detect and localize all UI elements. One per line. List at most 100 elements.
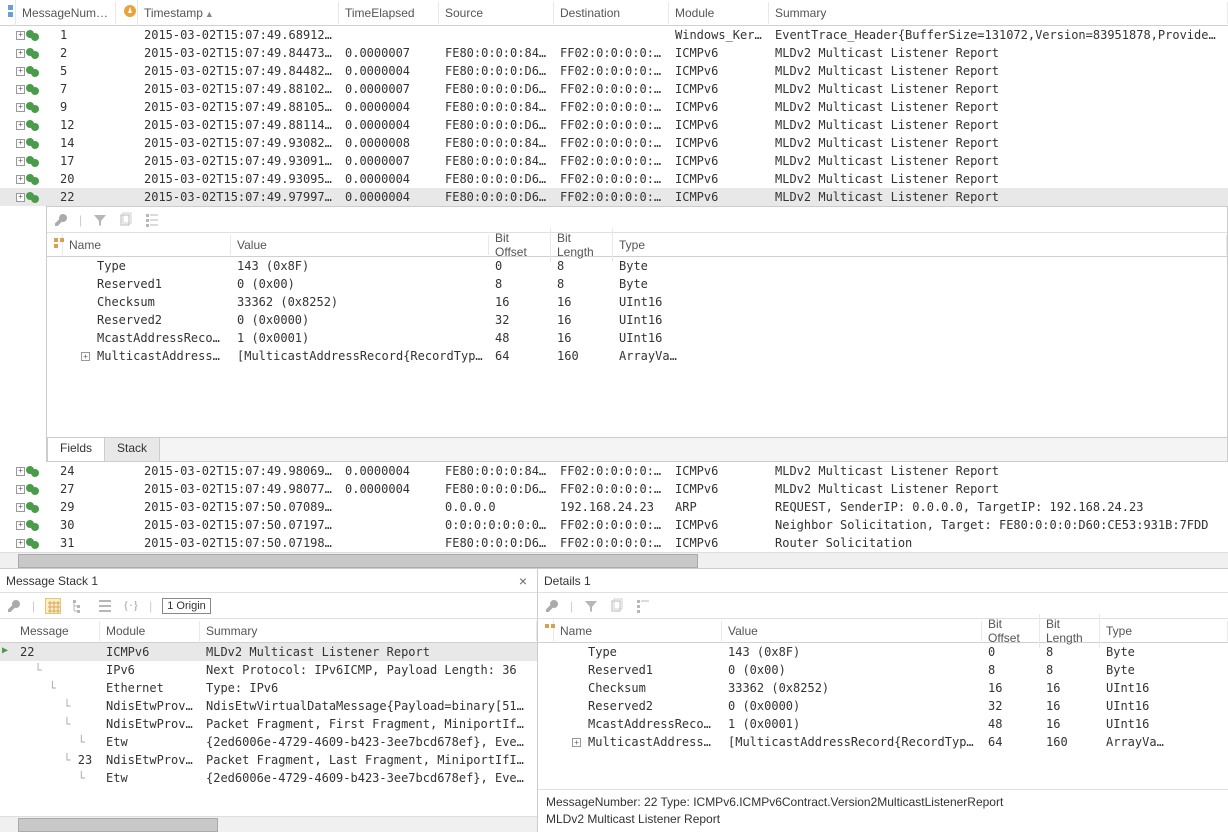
- expand-icon[interactable]: +: [16, 467, 25, 476]
- col-message-number[interactable]: MessageNumber: [16, 2, 116, 24]
- expand-icon[interactable]: +: [16, 67, 25, 76]
- cell-bit-offset: 48: [982, 716, 1040, 732]
- message-row[interactable]: +172015-03-02T15:07:49.93091400.0000007F…: [0, 152, 1228, 170]
- expand-icon[interactable]: +: [16, 85, 25, 94]
- expand-icon[interactable]: +: [16, 503, 25, 512]
- message-row[interactable]: +202015-03-02T15:07:49.93095460.0000004F…: [0, 170, 1228, 188]
- close-icon[interactable]: ×: [515, 573, 531, 589]
- cell-msgnum: 27: [54, 481, 116, 497]
- cell-module: ARP: [669, 499, 769, 515]
- list-icon[interactable]: [97, 598, 113, 614]
- message-row[interactable]: +292015-03-02T15:07:50.07089440.0.0.0192…: [0, 498, 1228, 516]
- message-row[interactable]: +122015-03-02T15:07:49.88114700.0000004F…: [0, 116, 1228, 134]
- wrench-icon[interactable]: [6, 598, 22, 614]
- message-row[interactable]: +142015-03-02T15:07:49.93082500.0000008F…: [0, 134, 1228, 152]
- d1col-type[interactable]: Type: [1100, 621, 1228, 641]
- tree-icon[interactable]: [71, 598, 87, 614]
- footer-line2: MLDv2 Multicast Listener Report: [546, 811, 1220, 828]
- wrench-icon[interactable]: [544, 598, 560, 614]
- expand-icon[interactable]: +: [81, 352, 90, 361]
- tree-icon[interactable]: [144, 212, 160, 228]
- filter-icon[interactable]: [583, 598, 599, 614]
- tab-stack[interactable]: Stack: [104, 437, 160, 461]
- col-source[interactable]: Source: [439, 2, 554, 24]
- message-row[interactable]: +72015-03-02T15:07:49.88102770.0000007FE…: [0, 80, 1228, 98]
- grid-icon[interactable]: [45, 598, 61, 614]
- detail-row[interactable]: +MulticastAddressRecord[MulticastAddress…: [47, 347, 1227, 365]
- detail-row[interactable]: Reserved10 (0x00)88Byte: [538, 661, 1228, 679]
- expand-icon[interactable]: +: [16, 31, 25, 40]
- message-row[interactable]: +52015-03-02T15:07:49.84482860.0000004FE…: [0, 62, 1228, 80]
- message-row[interactable]: +272015-03-02T15:07:49.98077590.0000004F…: [0, 480, 1228, 498]
- message-row[interactable]: +22015-03-02T15:07:49.84473740.0000007FE…: [0, 44, 1228, 62]
- cell-timestamp: 2015-03-02T15:07:49.8810277: [138, 81, 339, 97]
- col-time-elapsed[interactable]: TimeElapsed: [339, 2, 439, 24]
- expand-icon[interactable]: +: [572, 738, 581, 747]
- stack-row[interactable]: └ IPv6Next Protocol: IPv6ICMP, Payload L…: [0, 661, 537, 679]
- expand-icon[interactable]: +: [16, 121, 25, 130]
- origin-count[interactable]: 1 Origin: [162, 598, 211, 614]
- col-diagnosis-icon[interactable]: [116, 0, 138, 26]
- tab-fields[interactable]: Fields: [47, 437, 105, 461]
- scol-module[interactable]: Module: [100, 621, 200, 641]
- detail-row[interactable]: Reserved20 (0x0000)3216UInt16: [538, 697, 1228, 715]
- detail-row[interactable]: Type143 (0x8F)08Byte: [47, 257, 1227, 275]
- stack-row[interactable]: └ Etw{2ed6006e-4729-4609-b423-3ee7bcd678…: [0, 733, 537, 751]
- dcol-name[interactable]: Name: [63, 235, 231, 255]
- expand-icon[interactable]: +: [16, 157, 25, 166]
- top-hscroll[interactable]: [0, 552, 1228, 568]
- braces-icon[interactable]: {·}: [123, 598, 139, 614]
- copy-icon[interactable]: [118, 212, 134, 228]
- copy-icon[interactable]: [609, 598, 625, 614]
- cell-destination: FF02:0:0:0:0:0:…: [554, 135, 669, 151]
- d1col-value[interactable]: Value: [722, 621, 982, 641]
- detail-row[interactable]: +MulticastAddressRecord[MulticastAddress…: [538, 733, 1228, 751]
- message-row[interactable]: +222015-03-02T15:07:49.97997040.0000004F…: [0, 188, 1228, 206]
- col-module[interactable]: Module: [669, 2, 769, 24]
- expand-icon[interactable]: +: [16, 139, 25, 148]
- stack-hscroll[interactable]: [0, 816, 537, 832]
- detail-row[interactable]: Checksum33362 (0x8252)1616UInt16: [47, 293, 1227, 311]
- d1col-name[interactable]: Name: [554, 621, 722, 641]
- message-row[interactable]: +302015-03-02T15:07:50.07197820:0:0:0:0:…: [0, 516, 1228, 534]
- inline-tabbar: Fields Stack: [47, 437, 1227, 461]
- detail-row[interactable]: McastAddressRecordsCou1 (0x0001)4816UInt…: [47, 329, 1227, 347]
- expand-icon[interactable]: +: [16, 193, 25, 202]
- stack-row[interactable]: └ 23NdisEtwProvid…Packet Fragment, Last …: [0, 751, 537, 769]
- stack-row[interactable]: └ NdisEtwProvid…NdisEtwVirtualDataMessag…: [0, 697, 537, 715]
- detail-row[interactable]: Reserved10 (0x00)88Byte: [47, 275, 1227, 293]
- cell-value: 1 (0x0001): [722, 716, 982, 732]
- filter-icon[interactable]: [92, 212, 108, 228]
- col-destination[interactable]: Destination: [554, 2, 669, 24]
- expand-icon[interactable]: +: [16, 103, 25, 112]
- col-summary[interactable]: Summary: [769, 2, 1228, 24]
- expand-icon[interactable]: +: [16, 521, 25, 530]
- detail-row[interactable]: Checksum33362 (0x8252)1616UInt16: [538, 679, 1228, 697]
- stack-row[interactable]: ▶22ICMPv6MLDv2 Multicast Listener Report: [0, 643, 537, 661]
- detail-row[interactable]: Type143 (0x8F)08Byte: [538, 643, 1228, 661]
- scol-message[interactable]: Message: [0, 621, 100, 641]
- detail-row[interactable]: McastAddressRecordsCou1 (0x0001)4816UInt…: [538, 715, 1228, 733]
- detail-row[interactable]: Reserved20 (0x0000)3216UInt16: [47, 311, 1227, 329]
- dcol-value[interactable]: Value: [231, 235, 489, 255]
- dcol-type[interactable]: Type: [613, 235, 1227, 255]
- scol-summary[interactable]: Summary: [200, 621, 537, 641]
- expand-icon[interactable]: +: [16, 175, 25, 184]
- tree-icon[interactable]: [635, 598, 651, 614]
- cell-message: └: [0, 698, 100, 714]
- stack-row[interactable]: └ NdisEtwProvid…Packet Fragment, First F…: [0, 715, 537, 733]
- stack-row[interactable]: └ Etw{2ed6006e-4729-4609-b423-3ee7bcd678…: [0, 769, 537, 787]
- expand-icon[interactable]: +: [16, 49, 25, 58]
- col-timestamp[interactable]: Timestamp▲: [138, 2, 339, 24]
- message-row[interactable]: +12015-03-02T15:07:49.6891277Windows_Ker…: [0, 26, 1228, 44]
- message-row[interactable]: +92015-03-02T15:07:49.88105730.0000004FE…: [0, 98, 1228, 116]
- struct-col-icon: [538, 620, 554, 641]
- message-grid-body: +12015-03-02T15:07:49.6891277Windows_Ker…: [0, 26, 1228, 206]
- expand-icon[interactable]: +: [16, 485, 25, 494]
- message-row[interactable]: +312015-03-02T15:07:50.0719888FE80:0:0:0…: [0, 534, 1228, 552]
- expand-icon[interactable]: +: [16, 539, 25, 548]
- stack-row[interactable]: └ EthernetType: IPv6: [0, 679, 537, 697]
- message-row[interactable]: +242015-03-02T15:07:49.98069380.0000004F…: [0, 462, 1228, 480]
- wrench-icon[interactable]: [53, 212, 69, 228]
- details1-title: Details 1: [544, 574, 591, 588]
